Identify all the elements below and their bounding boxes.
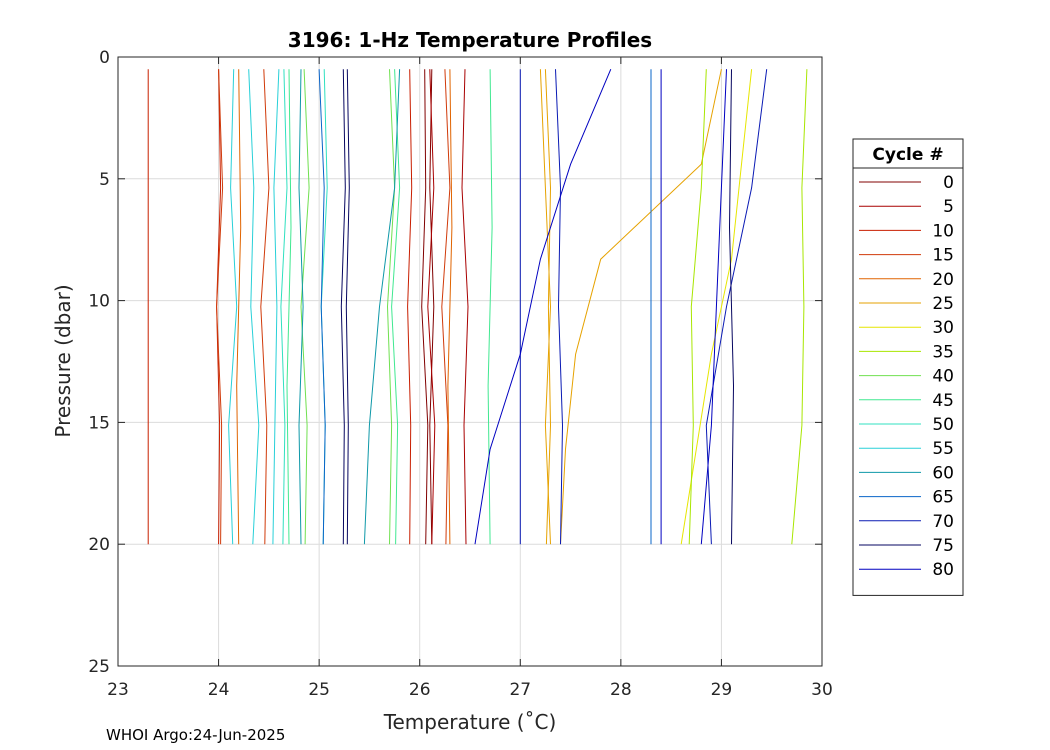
series-35: [688, 69, 808, 545]
profile-line: [474, 69, 612, 545]
profile-line: [286, 69, 292, 545]
axes-box: [117, 56, 823, 667]
legend-entry-label: 65: [932, 488, 954, 508]
series-20: [236, 69, 453, 545]
x-tick-label: 29: [711, 680, 733, 700]
profile-line: [688, 69, 707, 545]
profile-line: [216, 69, 224, 545]
series-0: [421, 69, 435, 545]
profile-line: [539, 69, 552, 545]
profile-line: [555, 69, 564, 545]
series-25: [539, 69, 722, 545]
x-tick-label: 28: [610, 680, 632, 700]
profile-line: [318, 69, 326, 545]
series-5: [427, 69, 469, 545]
chart-title: 3196: 1-Hz Temperature Profiles: [288, 28, 652, 52]
legend-entry-label: 5: [943, 197, 954, 217]
profile-line: [340, 69, 346, 545]
profile-line: [300, 69, 310, 545]
legend-title: Cycle #: [872, 145, 943, 165]
profile-line: [487, 69, 493, 545]
series-55: [228, 69, 280, 545]
legend-entries: 0 5 10 15 20 25 30 35 40 45 50 55 60 65 70 75 80: [859, 173, 954, 580]
legend-entry-label: 60: [932, 463, 954, 483]
x-tick-label: 23: [107, 680, 129, 700]
profile-line: [248, 69, 260, 545]
profile-line: [429, 69, 435, 545]
plot-layer: [147, 69, 808, 545]
profile-line: [680, 69, 753, 545]
x-tick-label: 24: [208, 680, 230, 700]
profile-line: [386, 69, 396, 545]
series-75: [340, 69, 735, 545]
profile-line: [260, 69, 270, 545]
profile-line: [345, 69, 350, 545]
legend-entry-label: 20: [932, 270, 954, 290]
profile-line: [407, 69, 413, 545]
legend-box: [852, 138, 964, 596]
series-40: [300, 69, 396, 545]
legend-entry-label: 40: [932, 367, 954, 387]
legend-entry-label: 30: [932, 318, 954, 338]
profile-line: [421, 69, 429, 545]
x-axis-label: Temperature (˚C): [383, 710, 557, 734]
profile-line: [560, 69, 722, 545]
legend-entry-label: 45: [932, 391, 954, 411]
y-tick-label: 10: [88, 292, 110, 312]
profile-line: [363, 69, 401, 545]
profile-line: [441, 69, 451, 545]
legend-entry-label: 75: [932, 536, 954, 556]
legend-entry-label: 25: [932, 294, 954, 314]
profile-line: [728, 69, 735, 545]
profile-line: [791, 69, 808, 545]
grid-layer: [118, 57, 822, 666]
legend-entry-label: 55: [932, 439, 954, 459]
series-30: [680, 69, 753, 545]
y-tick-label: 5: [99, 170, 110, 190]
y-tick-label: 15: [88, 413, 110, 433]
legend-entry-label: 10: [932, 221, 954, 241]
profile-line: [447, 69, 453, 545]
profile-line: [427, 69, 436, 545]
profile-line: [391, 69, 401, 545]
legend-entry-label: 0: [943, 173, 954, 193]
profile-line: [236, 69, 242, 545]
profile-line: [700, 69, 727, 545]
y-tick-label: 20: [88, 535, 110, 555]
x-tick-label: 30: [811, 680, 833, 700]
legend-entry-label: 15: [932, 246, 954, 266]
footer-text: WHOI Argo:24-Jun-2025: [106, 726, 285, 744]
legend-entry-label: 50: [932, 415, 954, 435]
legend-entry-label: 35: [932, 342, 954, 362]
series-65: [318, 69, 652, 545]
series-80: [474, 69, 727, 545]
profile-line: [298, 69, 304, 545]
profile-line: [228, 69, 238, 545]
legend-entry-label: 70: [932, 512, 954, 532]
tick-layer: 23 24 25 26 27 28 29 30 0 5 10 15 20 25: [88, 48, 832, 700]
x-tick-label: 27: [509, 680, 531, 700]
series-45: [286, 69, 493, 545]
y-tick-label: 0: [99, 48, 110, 68]
profile-line: [461, 69, 469, 545]
x-tick-label: 26: [409, 680, 431, 700]
series-15: [216, 69, 451, 545]
legend-entry-label: 80: [932, 560, 954, 580]
profile-line: [544, 69, 552, 545]
x-tick-label: 25: [308, 680, 330, 700]
series-60: [298, 69, 401, 545]
y-axis-label: Pressure (dbar): [51, 284, 75, 437]
profile-line: [280, 69, 288, 545]
legend: Cycle # 0 5 10 15 20 25 30 35 40 45 50 55 60 65 70 75 80: [852, 138, 964, 596]
profile-line: [272, 69, 280, 545]
y-tick-label: 25: [88, 657, 110, 677]
